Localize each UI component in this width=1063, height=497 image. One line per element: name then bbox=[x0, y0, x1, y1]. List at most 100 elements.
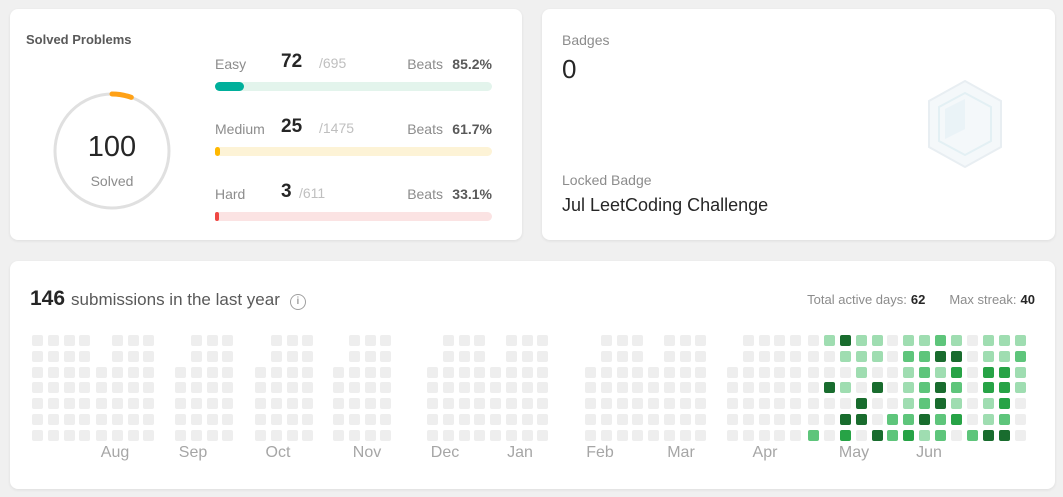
heatmap-cell[interactable] bbox=[47, 366, 59, 378]
heatmap-cell[interactable] bbox=[919, 414, 930, 425]
heatmap-cell[interactable] bbox=[856, 398, 867, 410]
heatmap-cell[interactable] bbox=[490, 429, 501, 441]
heatmap-cell[interactable] bbox=[96, 382, 107, 394]
heatmap-cell[interactable] bbox=[585, 414, 596, 425]
heatmap-cell[interactable] bbox=[758, 398, 770, 410]
heatmap-cell[interactable] bbox=[600, 382, 612, 394]
heatmap-cell[interactable] bbox=[442, 350, 454, 362]
heatmap-cell[interactable] bbox=[632, 335, 644, 346]
heatmap-cell[interactable] bbox=[600, 398, 612, 410]
heatmap-cell[interactable] bbox=[302, 382, 314, 394]
heatmap-cell[interactable] bbox=[79, 366, 91, 378]
heatmap-cell[interactable] bbox=[190, 335, 202, 346]
heatmap-cell[interactable] bbox=[364, 414, 376, 425]
heatmap-cell[interactable] bbox=[727, 398, 738, 410]
heatmap-cell[interactable] bbox=[727, 366, 738, 378]
heatmap-cell[interactable] bbox=[999, 414, 1010, 425]
heatmap-cell[interactable] bbox=[872, 382, 883, 394]
heatmap-cell[interactable] bbox=[442, 414, 454, 425]
heatmap-cell[interactable] bbox=[333, 429, 344, 441]
heatmap-cell[interactable] bbox=[63, 429, 75, 441]
heatmap-cell[interactable] bbox=[175, 398, 186, 410]
heatmap-cell[interactable] bbox=[127, 398, 139, 410]
heatmap-cell[interactable] bbox=[222, 350, 234, 362]
heatmap-cell[interactable] bbox=[505, 429, 517, 441]
heatmap-cell[interactable] bbox=[983, 414, 994, 425]
heatmap-cell[interactable] bbox=[1015, 414, 1026, 425]
heatmap-cell[interactable] bbox=[663, 414, 675, 425]
heatmap-cell[interactable] bbox=[663, 398, 675, 410]
heatmap-cell[interactable] bbox=[79, 350, 91, 362]
heatmap-cell[interactable] bbox=[458, 382, 470, 394]
heatmap-cell[interactable] bbox=[505, 350, 517, 362]
heatmap-cell[interactable] bbox=[474, 350, 486, 362]
heatmap-cell[interactable] bbox=[600, 335, 612, 346]
heatmap-cell[interactable] bbox=[270, 414, 282, 425]
heatmap-cell[interactable] bbox=[935, 366, 946, 378]
heatmap-cell[interactable] bbox=[679, 350, 691, 362]
heatmap-cell[interactable] bbox=[967, 335, 978, 346]
heatmap-cell[interactable] bbox=[983, 366, 994, 378]
heatmap-cell[interactable] bbox=[222, 335, 234, 346]
heatmap-cell[interactable] bbox=[333, 414, 344, 425]
heatmap-cell[interactable] bbox=[127, 382, 139, 394]
heatmap-cell[interactable] bbox=[758, 414, 770, 425]
heatmap-cell[interactable] bbox=[903, 350, 914, 362]
heatmap-cell[interactable] bbox=[364, 335, 376, 346]
heatmap-cell[interactable] bbox=[648, 414, 659, 425]
heatmap-cell[interactable] bbox=[951, 429, 962, 441]
heatmap-cell[interactable] bbox=[286, 414, 298, 425]
heatmap-cell[interactable] bbox=[222, 429, 234, 441]
heatmap-cell[interactable] bbox=[521, 366, 533, 378]
heatmap-cell[interactable] bbox=[190, 382, 202, 394]
heatmap-cell[interactable] bbox=[951, 414, 962, 425]
heatmap-cell[interactable] bbox=[127, 335, 139, 346]
heatmap-cell[interactable] bbox=[774, 414, 786, 425]
heatmap-cell[interactable] bbox=[79, 414, 91, 425]
heatmap-cell[interactable] bbox=[427, 429, 438, 441]
heatmap-cell[interactable] bbox=[96, 429, 107, 441]
heatmap-cell[interactable] bbox=[983, 429, 994, 441]
heatmap-cell[interactable] bbox=[111, 414, 123, 425]
heatmap-cell[interactable] bbox=[270, 335, 282, 346]
heatmap-cell[interactable] bbox=[951, 350, 962, 362]
heatmap-cell[interactable] bbox=[808, 335, 819, 346]
heatmap-cell[interactable] bbox=[255, 382, 266, 394]
heatmap-cell[interactable] bbox=[143, 350, 155, 362]
heatmap-cell[interactable] bbox=[774, 335, 786, 346]
heatmap-cell[interactable] bbox=[1015, 350, 1026, 362]
heatmap-cell[interactable] bbox=[967, 350, 978, 362]
heatmap-cell[interactable] bbox=[616, 335, 628, 346]
heatmap-cell[interactable] bbox=[632, 429, 644, 441]
heatmap-cell[interactable] bbox=[505, 335, 517, 346]
heatmap-cell[interactable] bbox=[585, 366, 596, 378]
heatmap-cell[interactable] bbox=[758, 429, 770, 441]
heatmap-cell[interactable] bbox=[111, 335, 123, 346]
heatmap-cell[interactable] bbox=[967, 366, 978, 378]
heatmap-cell[interactable] bbox=[333, 366, 344, 378]
heatmap-cell[interactable] bbox=[111, 382, 123, 394]
heatmap-cell[interactable] bbox=[840, 398, 851, 410]
heatmap-cell[interactable] bbox=[679, 414, 691, 425]
heatmap-cell[interactable] bbox=[919, 335, 930, 346]
heatmap-cell[interactable] bbox=[600, 429, 612, 441]
heatmap-cell[interactable] bbox=[206, 382, 218, 394]
heatmap-cell[interactable] bbox=[474, 398, 486, 410]
heatmap-cell[interactable] bbox=[255, 414, 266, 425]
heatmap-cell[interactable] bbox=[663, 366, 675, 378]
heatmap-cell[interactable] bbox=[32, 366, 43, 378]
heatmap-cell[interactable] bbox=[1015, 366, 1026, 378]
heatmap-cell[interactable] bbox=[742, 366, 754, 378]
heatmap-cell[interactable] bbox=[490, 382, 501, 394]
heatmap-cell[interactable] bbox=[47, 382, 59, 394]
heatmap-cell[interactable] bbox=[999, 366, 1010, 378]
heatmap-cell[interactable] bbox=[537, 350, 549, 362]
heatmap-cell[interactable] bbox=[872, 429, 883, 441]
heatmap-cell[interactable] bbox=[111, 429, 123, 441]
heatmap-cell[interactable] bbox=[903, 398, 914, 410]
heatmap-cell[interactable] bbox=[490, 398, 501, 410]
heatmap-cell[interactable] bbox=[951, 366, 962, 378]
heatmap-cell[interactable] bbox=[1015, 382, 1026, 394]
heatmap-cell[interactable] bbox=[255, 429, 266, 441]
heatmap-cell[interactable] bbox=[79, 382, 91, 394]
